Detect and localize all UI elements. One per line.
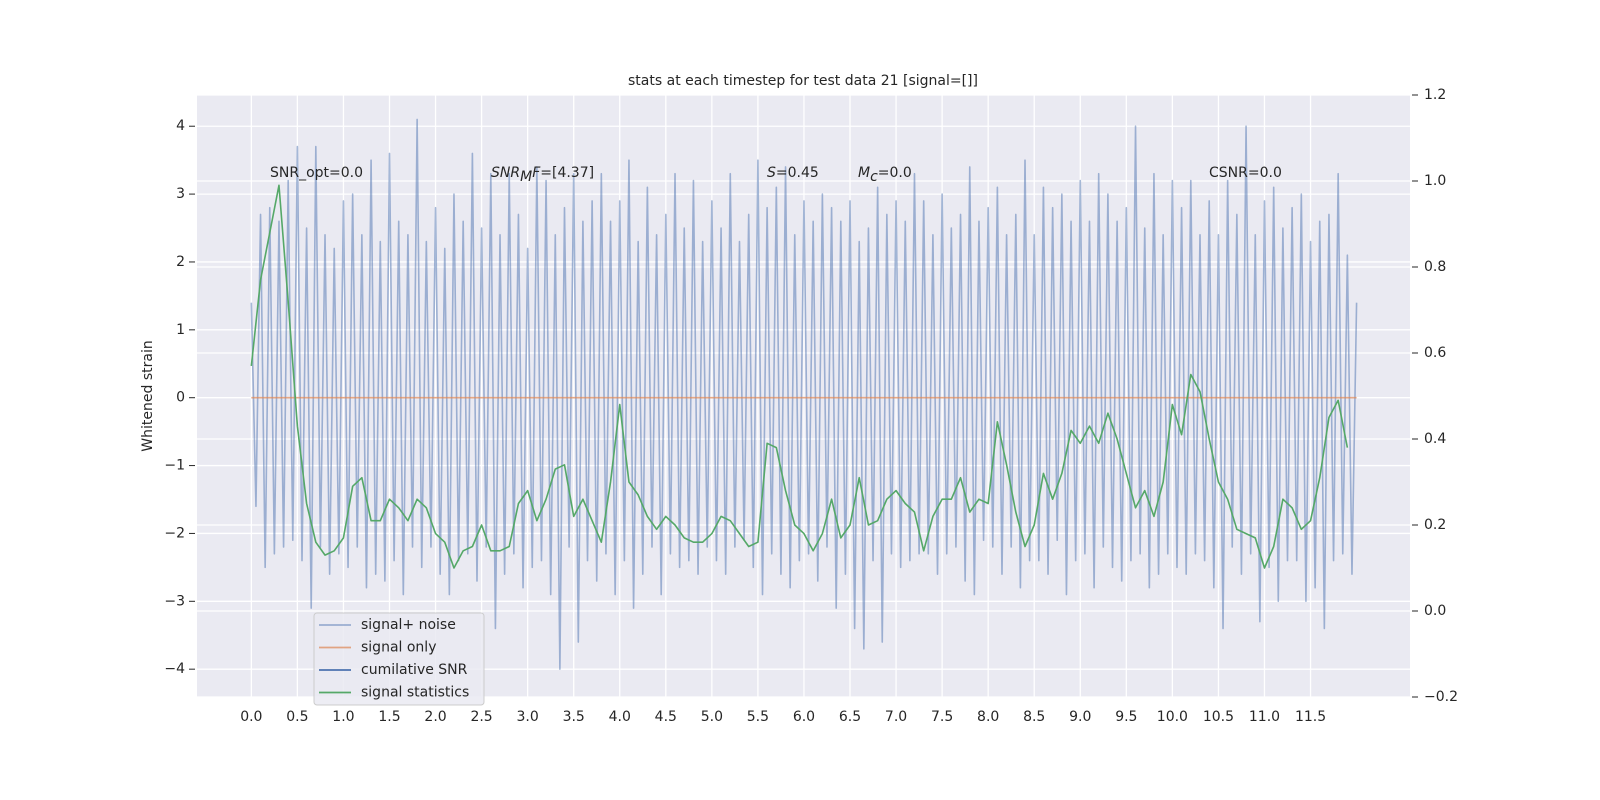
x-tick-label: 8.0	[977, 709, 999, 725]
annotation-part: M	[520, 169, 532, 185]
y-tick-label: 1	[176, 322, 185, 338]
x-tick-label: 1.5	[378, 709, 400, 725]
y-tick-label: −2	[164, 525, 185, 541]
annotation: SNR_opt=0.0	[270, 165, 363, 181]
y2-tick-label: 1.2	[1424, 87, 1446, 103]
y2-tick-label: 1.0	[1424, 173, 1446, 189]
legend-frame	[313, 612, 485, 706]
annotation: SNRMF=[4.37]	[491, 165, 594, 185]
annotation-part: =[4.37]	[540, 165, 594, 181]
x-tick-label: 9.0	[1069, 709, 1091, 725]
legend-label: signal only	[361, 640, 436, 656]
y2-tick-label: 0.8	[1424, 259, 1446, 275]
y-tick-label: 3	[176, 186, 185, 202]
annotation-part: S	[767, 165, 776, 181]
annotation-part: =0.45	[776, 165, 819, 181]
y-axis-label: Whitened strain	[140, 340, 156, 451]
y2-tick-label: −0.2	[1424, 689, 1458, 705]
x-tick-label: 1.0	[332, 709, 354, 725]
annotation: Mc=0.0	[858, 165, 912, 185]
x-tick-label: 7.5	[931, 709, 953, 725]
y-tick-label: 2	[176, 254, 185, 270]
annotation-part: c	[870, 169, 878, 185]
x-tick-label: 8.5	[1023, 709, 1045, 725]
y2-tick-label: 0.4	[1424, 431, 1446, 447]
x-tick-label: 5.0	[701, 709, 723, 725]
x-tick-label: 2.5	[470, 709, 492, 725]
legend-label: cumilative SNR	[361, 662, 468, 678]
x-tick-label: 0.5	[286, 709, 308, 725]
x-tick-label: 11.0	[1249, 709, 1280, 725]
x-tick-label: 10.0	[1157, 709, 1188, 725]
x-tick-label: 5.5	[747, 709, 769, 725]
x-tick-label: 6.5	[839, 709, 861, 725]
x-tick-label: 3.0	[517, 709, 539, 725]
x-tick-label: 4.5	[655, 709, 677, 725]
y2-tick-label: 0.0	[1424, 603, 1446, 619]
x-tick-label: 4.0	[609, 709, 631, 725]
y-tick-label: −4	[164, 661, 185, 677]
legend-label: signal+ noise	[361, 617, 456, 633]
series-line	[250, 184, 1349, 569]
series-line	[250, 118, 1358, 670]
y-tick-label: −1	[164, 458, 185, 474]
y2-tick-label: 0.6	[1424, 345, 1446, 361]
annotation-part: F	[532, 165, 541, 181]
x-tick-label: 6.0	[793, 709, 815, 725]
y-tick-label: 0	[176, 390, 185, 406]
x-tick-label: 10.5	[1203, 709, 1234, 725]
y-tick-label: −3	[164, 593, 185, 609]
x-tick-label: 9.5	[1115, 709, 1137, 725]
x-tick-label: 3.5	[563, 709, 585, 725]
annotation-part: SNR_opt=0.0	[270, 165, 363, 181]
annotation-part: SNR	[491, 165, 520, 181]
y-tick-label: 4	[176, 118, 185, 134]
annotation: S=0.45	[767, 165, 819, 181]
legend-label: signal statistics	[361, 685, 469, 701]
x-tick-label: 2.0	[424, 709, 446, 725]
annotation-part: M	[858, 165, 870, 181]
x-tick-label: 0.0	[240, 709, 262, 725]
annotation-part: =0.0	[878, 165, 912, 181]
x-tick-label: 7.0	[885, 709, 907, 725]
annotation: CSNR=0.0	[1209, 165, 1282, 181]
chart-title: stats at each timestep for test data 21 …	[628, 73, 978, 89]
annotation-part: CSNR=0.0	[1209, 165, 1282, 181]
x-tick-label: 11.5	[1295, 709, 1326, 725]
y2-tick-label: 0.2	[1424, 517, 1446, 533]
